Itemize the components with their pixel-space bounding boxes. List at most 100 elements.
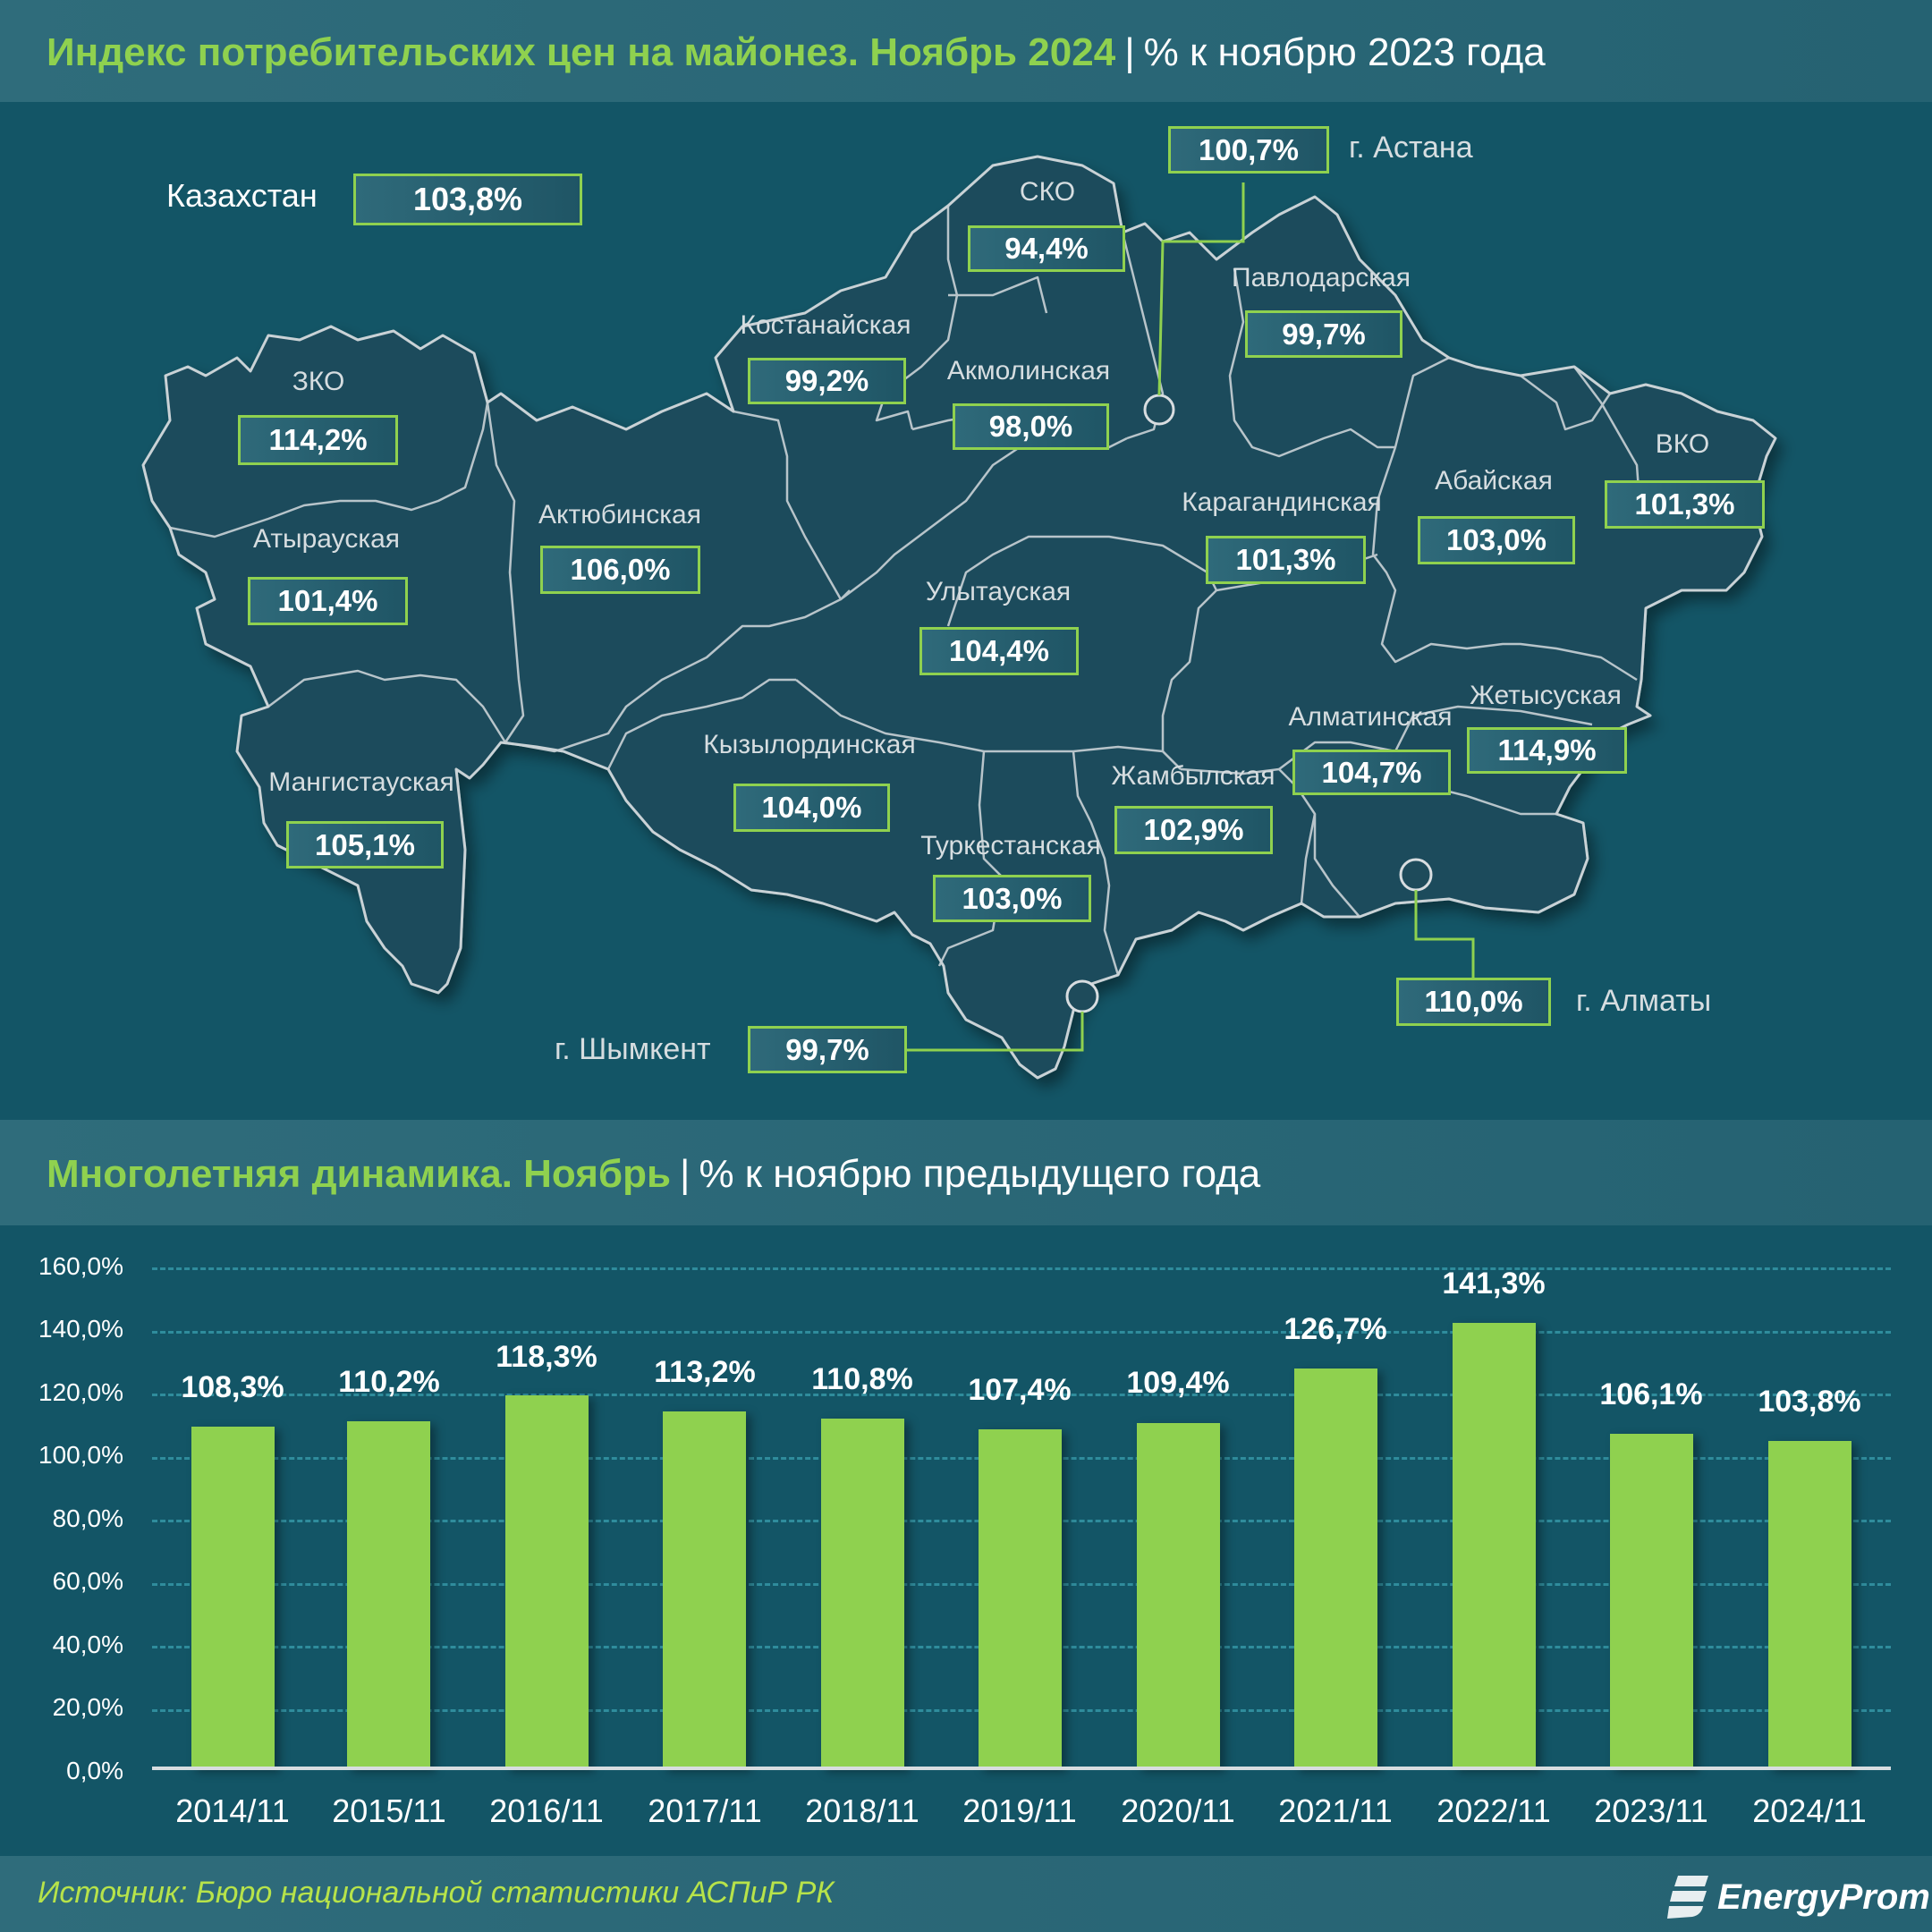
chart-panel: 160,0% 140,0% 120,0% 100,0% 80,0% 60,0% …	[0, 1225, 1932, 1856]
chart-title-subtitle: % к ноябрю предыдущего года	[699, 1152, 1261, 1196]
y-tick: 80,0%	[52, 1504, 123, 1532]
region-value-zko: 114,2%	[238, 415, 398, 465]
almaty-marker	[1399, 858, 1433, 892]
y-tick: 0,0%	[66, 1757, 123, 1784]
city-value-almaty: 110,0%	[1396, 978, 1551, 1026]
x-tick-label: 2019/11	[962, 1792, 1077, 1829]
bar-2021	[1294, 1368, 1377, 1768]
city-value-shymkent: 99,7%	[748, 1026, 907, 1073]
y-tick: 20,0%	[52, 1693, 123, 1721]
region-name-aktobe: Актюбинская	[538, 500, 701, 530]
region-value-vko: 101,3%	[1605, 480, 1765, 529]
region-value-abai: 103,0%	[1418, 516, 1575, 564]
x-tick-label: 2015/11	[332, 1792, 446, 1829]
region-name-almaty-region: Алматинская	[1288, 702, 1453, 732]
logo-text: EnergyProm	[1717, 1877, 1930, 1917]
bar-value-label: 141,3%	[1442, 1267, 1546, 1301]
gridline	[152, 1394, 1891, 1396]
bar-value-label: 103,8%	[1758, 1385, 1861, 1419]
chart-header: Многолетняя динамика. Ноябрь |% к ноябрю …	[0, 1120, 1932, 1225]
astana-marker	[1143, 394, 1175, 426]
energyprom-logo: EnergyProm	[1665, 1874, 1930, 1920]
region-name-akmola: Акмолинская	[946, 356, 1111, 386]
region-name-zhetysu: Жетысуская	[1470, 681, 1622, 710]
bar-2019	[979, 1429, 1062, 1768]
y-tick: 160,0%	[38, 1252, 123, 1280]
footer: Источник: Бюро национальной статистики А…	[0, 1856, 1932, 1932]
bar-2014	[191, 1427, 275, 1768]
country-value-box: 103,8%	[353, 174, 582, 225]
region-name-mangystau: Мангистауская	[268, 767, 454, 797]
x-tick-label: 2020/11	[1121, 1792, 1235, 1829]
region-name-atyrau: Атырауская	[252, 524, 401, 554]
bar-2018	[821, 1419, 904, 1768]
x-tick-label: 2024/11	[1752, 1792, 1867, 1829]
bar-2020	[1137, 1423, 1220, 1768]
bar-value-label: 108,3%	[181, 1370, 284, 1404]
y-tick: 40,0%	[52, 1631, 123, 1658]
x-tick-label: 2016/11	[489, 1792, 604, 1829]
map-title: Индекс потребительских цен на майонез. Н…	[47, 30, 1546, 75]
bar-value-label: 126,7%	[1284, 1312, 1387, 1346]
bar-2022	[1453, 1323, 1536, 1768]
region-value-almaty-region: 104,7%	[1292, 750, 1451, 795]
region-value-kostanay: 99,2%	[748, 358, 906, 404]
chart-title-highlight: Многолетняя динамика. Ноябрь	[47, 1152, 672, 1196]
map-title-subtitle: % к ноябрю 2023 года	[1143, 30, 1546, 74]
x-axis	[152, 1767, 1891, 1770]
source-note: Источник: Бюро национальной статистики А…	[38, 1876, 835, 1910]
y-tick: 100,0%	[38, 1441, 123, 1469]
region-name-turkestan: Туркестанская	[920, 831, 1101, 860]
bar-value-label: 107,4%	[968, 1373, 1072, 1407]
energyprom-logo-icon	[1667, 1876, 1708, 1919]
region-name-abai: Абайская	[1435, 466, 1553, 496]
region-value-mangystau: 105,1%	[286, 821, 444, 869]
y-tick: 60,0%	[52, 1567, 123, 1595]
gridline	[152, 1331, 1891, 1334]
bar-2023	[1610, 1434, 1693, 1768]
region-value-kyzylorda: 104,0%	[733, 784, 890, 832]
region-value-turkestan: 103,0%	[933, 875, 1091, 922]
region-name-zhambyl: Жамбылская	[1111, 761, 1275, 791]
region-value-pavlodar: 99,7%	[1245, 310, 1402, 358]
bar-value-label: 113,2%	[654, 1355, 756, 1389]
region-name-ulytau: Улытауская	[925, 577, 1072, 606]
gridline	[152, 1267, 1891, 1270]
region-value-ulytau: 104,4%	[919, 627, 1079, 675]
x-tick-label: 2014/11	[175, 1792, 290, 1829]
region-value-zhambyl: 102,9%	[1114, 806, 1273, 854]
region-name-vko: ВКО	[1655, 429, 1710, 459]
city-name-shymkent: г. Шымкент	[555, 1032, 711, 1066]
bar-2016	[505, 1395, 589, 1768]
region-value-aktobe: 106,0%	[540, 546, 700, 594]
region-name-sko: СКО	[1019, 177, 1076, 207]
bar-value-label: 109,4%	[1126, 1366, 1230, 1400]
bar-2024	[1768, 1441, 1852, 1768]
bar-value-label: 118,3%	[496, 1340, 597, 1374]
title-separator: |	[1124, 30, 1135, 74]
bar-2017	[663, 1411, 746, 1768]
map-title-highlight: Индекс потребительских цен на майонез. Н…	[47, 30, 1116, 74]
country-label: Казахстан	[166, 177, 318, 214]
region-value-sko: 94,4%	[968, 225, 1125, 272]
region-name-pavlodar: Павлодарская	[1232, 263, 1411, 292]
bar-2015	[347, 1421, 430, 1768]
region-value-atyrau: 101,4%	[248, 577, 408, 625]
x-tick-label: 2023/11	[1594, 1792, 1708, 1829]
bar-value-label: 110,8%	[811, 1362, 913, 1396]
map-panel: Казахстан 103,8% СКО 94,4% Павлодарская …	[0, 102, 1932, 1120]
region-value-karaganda: 101,3%	[1206, 536, 1366, 584]
region-value-zhetysu: 114,9%	[1467, 727, 1627, 774]
y-tick: 140,0%	[38, 1315, 123, 1343]
astana-leader	[1157, 182, 1245, 396]
title-separator: |	[680, 1152, 691, 1196]
shymkent-marker	[1065, 979, 1099, 1013]
y-tick: 120,0%	[38, 1378, 123, 1406]
bar-value-label: 106,1%	[1599, 1377, 1703, 1411]
x-tick-label: 2022/11	[1436, 1792, 1551, 1829]
city-name-almaty: г. Алматы	[1576, 984, 1712, 1018]
kazakhstan-map	[141, 155, 1777, 1080]
region-name-kostanay: Костанайская	[740, 310, 911, 340]
x-tick-label: 2017/11	[648, 1792, 762, 1829]
region-name-zko: ЗКО	[292, 367, 345, 396]
